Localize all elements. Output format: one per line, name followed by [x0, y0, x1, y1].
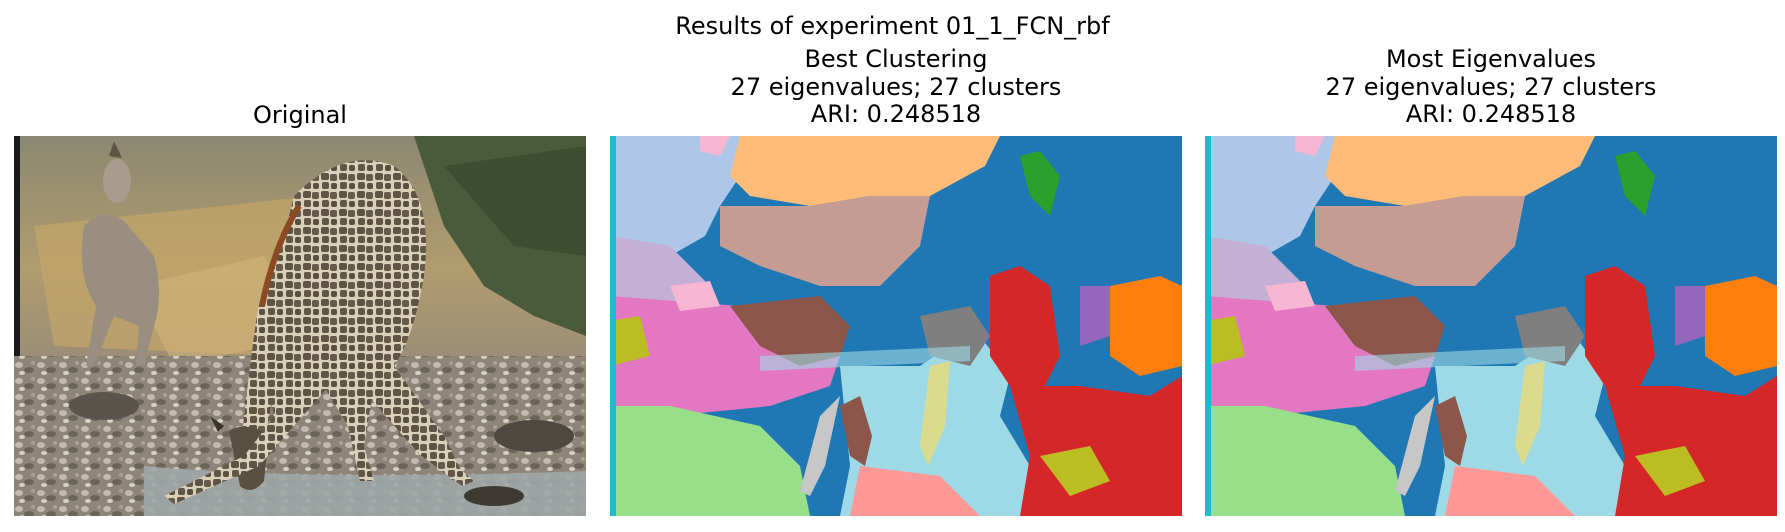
panel-title-best-clustering: Best Clustering 27 eigenvalues; 27 clust… — [610, 45, 1182, 129]
cluster-svg — [1205, 136, 1777, 516]
cluster-svg — [610, 136, 1182, 516]
panel-title-line: Original — [253, 101, 347, 129]
panel-title-line: Best Clustering — [804, 45, 988, 73]
panel-title-line: 27 eigenvalues; 27 clusters — [1325, 72, 1657, 101]
panel-original: Original — [14, 0, 586, 532]
panel-title-line: ARI: 0.248518 — [810, 100, 982, 128]
cluster-map-best — [610, 136, 1182, 516]
panel-title-most-eigenvalues: Most Eigenvalues 27 eigenvalues; 27 clus… — [1205, 45, 1777, 129]
panel-best-clustering: Best Clustering 27 eigenvalues; 27 clust… — [610, 0, 1182, 532]
panel-title-original: Original — [14, 101, 586, 130]
original-photo — [14, 136, 586, 516]
panel-title-line: 27 eigenvalues; 27 clusters — [730, 72, 1062, 101]
figure-suptitle: Results of experiment 01_1_FCN_rbf — [675, 12, 1110, 40]
panel-title-line: Most Eigenvalues — [1385, 45, 1597, 73]
panel-title-line: ARI: 0.248518 — [1405, 100, 1577, 128]
cluster-map-most-eigenvalues — [1205, 136, 1777, 516]
panel-most-eigenvalues: Most Eigenvalues 27 eigenvalues; 27 clus… — [1205, 0, 1777, 532]
